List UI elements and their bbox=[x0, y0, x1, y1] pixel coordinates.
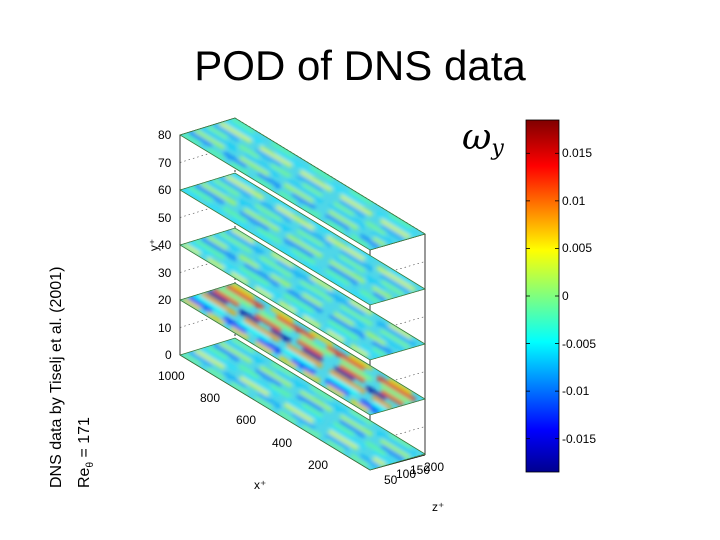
z-tick-label: 200 bbox=[424, 460, 445, 474]
y-tick-label: 50 bbox=[158, 210, 172, 225]
y-tick-label: 40 bbox=[158, 238, 172, 252]
y-tick-label: 80 bbox=[158, 128, 172, 142]
slice-y-20 bbox=[179, 282, 426, 416]
x-axis-label: x⁺ bbox=[254, 478, 267, 492]
x-tick-label: 400 bbox=[272, 436, 293, 450]
y-tick-label: 20 bbox=[158, 293, 172, 307]
y-axis-label: y⁺ bbox=[147, 238, 162, 252]
x-tick-label: 800 bbox=[200, 391, 221, 405]
colorbar bbox=[525, 119, 560, 473]
z-tick-label: 100 bbox=[396, 467, 417, 481]
slices bbox=[179, 117, 426, 471]
colorbar-label: ωy bbox=[462, 117, 504, 162]
colorbar-tick-label: -0.01 bbox=[562, 384, 590, 399]
x-tick-label: 200 bbox=[308, 458, 329, 472]
slice-y-0 bbox=[179, 337, 426, 471]
colorbar-tick-label: 0.015 bbox=[562, 146, 593, 161]
slide-title: POD of DNS data bbox=[194, 42, 526, 89]
y-tick-label: 0 bbox=[165, 348, 172, 362]
y-tick-label: 70 bbox=[158, 155, 172, 170]
z-axis-label: z⁺ bbox=[432, 500, 445, 514]
x-tick-label: 600 bbox=[236, 413, 257, 427]
x-tick-label: 1000 bbox=[158, 369, 185, 383]
colorbar-tick-label: 0.01 bbox=[562, 193, 586, 208]
z-tick-label: 50 bbox=[384, 473, 398, 487]
colorbar-tick-label: 0.005 bbox=[562, 241, 593, 256]
colorbar-tick-label: -0.015 bbox=[562, 431, 597, 446]
colorbar-tick-label: 0 bbox=[562, 289, 569, 303]
slice-y-40 bbox=[179, 227, 426, 361]
slice-y-80 bbox=[179, 117, 426, 251]
y-tick-label: 10 bbox=[158, 320, 172, 335]
colorbar-tick-marks bbox=[526, 152, 559, 440]
y-tick-label: 60 bbox=[158, 183, 172, 197]
colorbar-tick-label: -0.005 bbox=[562, 336, 597, 351]
z-tick-label: 150 bbox=[410, 463, 431, 477]
y-tick-label: 30 bbox=[158, 265, 172, 280]
slice-y-60 bbox=[179, 172, 426, 306]
